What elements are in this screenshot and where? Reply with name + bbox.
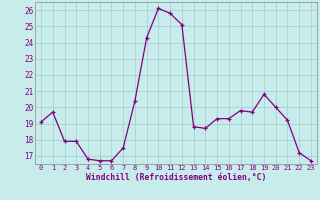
X-axis label: Windchill (Refroidissement éolien,°C): Windchill (Refroidissement éolien,°C) (86, 173, 266, 182)
